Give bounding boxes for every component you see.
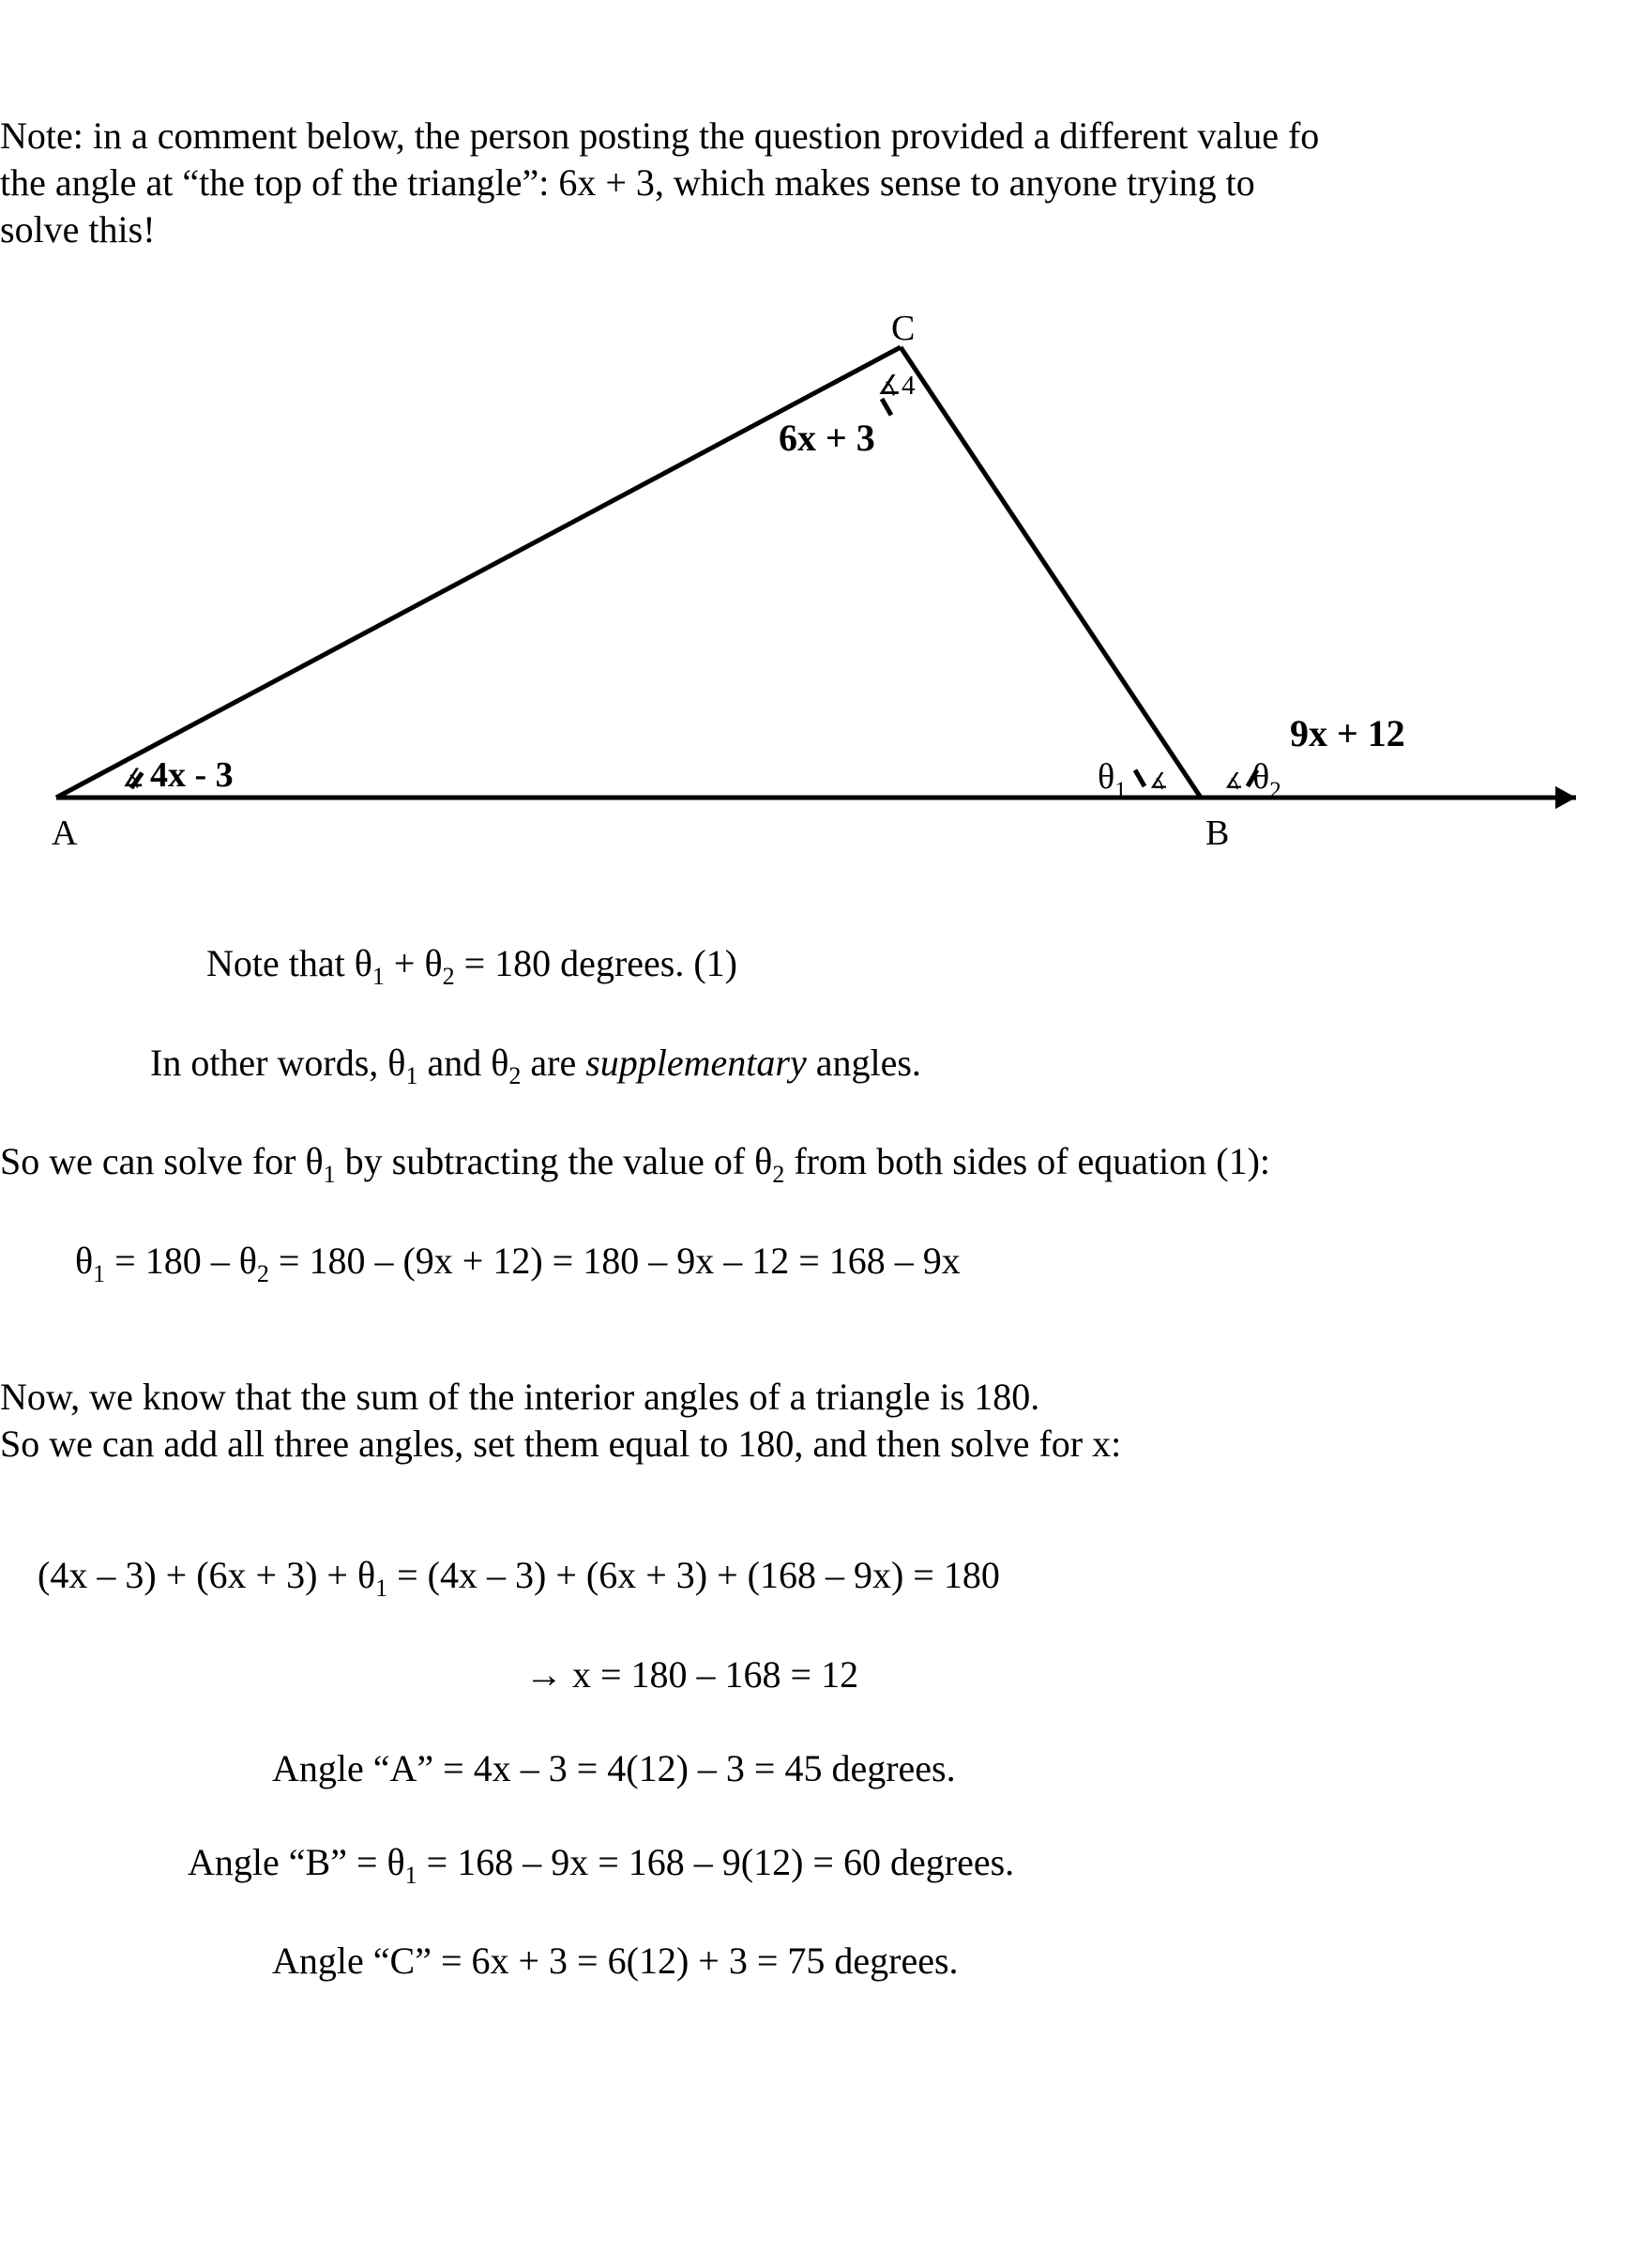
- supp-c: are: [521, 1042, 585, 1084]
- note-line-2: the angle at “the top of the triangle”: …: [0, 161, 1255, 204]
- angle-c-text: Angle “C” = 6x + 3 = 6(12) + 3 = 75 degr…: [272, 1940, 959, 1982]
- angle-b-sub: 1: [405, 1862, 417, 1889]
- t1-sub: 1: [93, 1260, 105, 1287]
- note-line-3: solve this!: [0, 208, 156, 251]
- eq1-sub2: 2: [443, 963, 455, 990]
- svg-text:∡4: ∡4: [877, 371, 916, 401]
- t1-sub2: 2: [257, 1260, 269, 1287]
- sum-l2: So we can add all three angles, set them…: [0, 1423, 1121, 1465]
- eq1-text-a: Note that θ: [206, 942, 372, 984]
- svg-text:∡: ∡: [1149, 769, 1169, 793]
- svg-text:B: B: [1205, 814, 1229, 853]
- sum-l1: Now, we know that the sum of the interio…: [0, 1376, 1039, 1418]
- solve-b: by subtracting the value of θ: [336, 1140, 773, 1182]
- solve-sub1: 1: [324, 1161, 336, 1188]
- big-a: (4x – 3) + (6x + 3) + θ: [38, 1554, 375, 1596]
- supp-d: angles.: [807, 1042, 921, 1084]
- angle-b-b: = 168 – 9x = 168 – 9(12) = 60 degrees.: [417, 1841, 1014, 1883]
- svg-text:A: A: [52, 814, 78, 853]
- t1-c: = 180 – (9x + 12) = 180 – 9x – 12 = 168 …: [269, 1240, 961, 1282]
- t1-b: = 180 – θ: [105, 1240, 257, 1282]
- big-equation: (4x – 3) + (6x + 3) + θ1 = (4x – 3) + (6…: [0, 1552, 1643, 1605]
- supp-a: In other words, θ: [150, 1042, 405, 1084]
- angle-b-a: Angle “B” = θ: [188, 1841, 405, 1883]
- big-b: = (4x – 3) + (6x + 3) + (168 – 9x) = 180: [387, 1554, 1000, 1596]
- supp-sub1: 1: [405, 1062, 417, 1089]
- svg-text:∡: ∡: [122, 764, 144, 792]
- angle-b-result: Angle “B” = θ1 = 168 – 9x = 168 – 9(12) …: [0, 1839, 1643, 1892]
- triangle-diagram: ABC4x - 3∡6x + 3∡49x + 12θ1∡∡θ2: [0, 310, 1643, 893]
- page: Note: in a comment below, the person pos…: [0, 0, 1652, 2060]
- arrow-eq: → x = 180 – 168 = 12: [525, 1653, 858, 1696]
- t1-a: θ: [75, 1240, 93, 1282]
- supp-b: and θ: [417, 1042, 508, 1084]
- supp-ital: supplementary: [585, 1042, 807, 1084]
- svg-text:9x + 12: 9x + 12: [1290, 712, 1405, 754]
- solve-sub2: 2: [772, 1161, 784, 1188]
- svg-text:θ2: θ2: [1252, 757, 1281, 803]
- svg-text:4x - 3: 4x - 3: [150, 755, 234, 795]
- eq1-sub1: 1: [372, 963, 385, 990]
- equation-1: Note that θ1 + θ2 = 180 degrees. (1): [0, 940, 1643, 993]
- interior-sum-note: Now, we know that the sum of the interio…: [0, 1374, 1643, 1468]
- supplementary-line: In other words, θ1 and θ2 are supplement…: [0, 1040, 1643, 1092]
- svg-text:6x + 3: 6x + 3: [779, 417, 875, 459]
- solve-line: So we can solve for θ1 by subtracting th…: [0, 1138, 1643, 1191]
- svg-text:∡: ∡: [1224, 769, 1244, 793]
- eq1-text-b: + θ: [385, 942, 443, 984]
- triangle-svg: ABC4x - 3∡6x + 3∡49x + 12θ1∡∡θ2: [0, 310, 1652, 882]
- svg-text:θ1: θ1: [1098, 757, 1127, 803]
- svg-text:C: C: [891, 310, 915, 348]
- supp-sub2: 2: [508, 1062, 521, 1089]
- solve-a: So we can solve for θ: [0, 1140, 324, 1182]
- theta1-derivation: θ1 = 180 – θ2 = 180 – (9x + 12) = 180 – …: [0, 1238, 1643, 1290]
- solve-x: → x = 180 – 168 = 12: [0, 1651, 1643, 1698]
- angle-c-result: Angle “C” = 6x + 3 = 6(12) + 3 = 75 degr…: [0, 1938, 1643, 1985]
- angle-a-result: Angle “A” = 4x – 3 = 4(12) – 3 = 45 degr…: [0, 1745, 1643, 1792]
- solve-c: from both sides of equation (1):: [784, 1140, 1270, 1182]
- intro-note: Note: in a comment below, the person pos…: [0, 113, 1643, 253]
- note-line-1: Note: in a comment below, the person pos…: [0, 114, 1319, 157]
- angle-a-text: Angle “A” = 4x – 3 = 4(12) – 3 = 45 degr…: [272, 1747, 956, 1789]
- eq1-text-c: = 180 degrees. (1): [455, 942, 737, 984]
- big-sub: 1: [375, 1575, 387, 1602]
